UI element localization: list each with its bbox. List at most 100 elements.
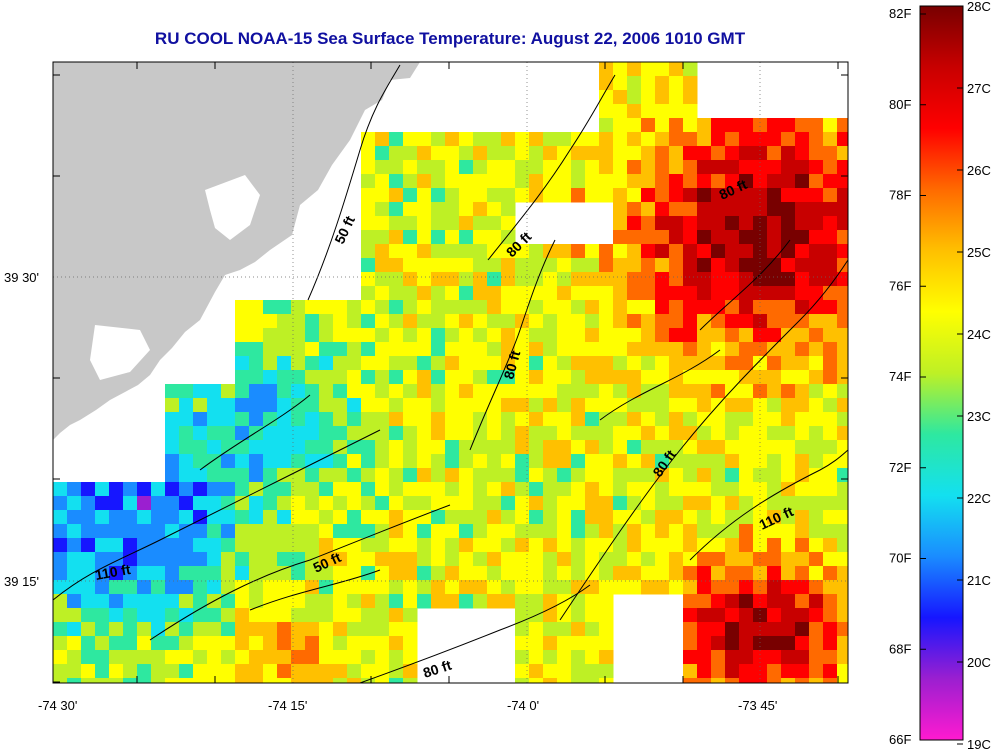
sst-cell [571, 160, 586, 175]
sst-cell [417, 370, 432, 385]
sst-cell [445, 580, 460, 595]
sst-cell [627, 258, 642, 273]
sst-cell [501, 160, 516, 175]
sst-cell [641, 524, 656, 539]
sst-cell [837, 398, 848, 413]
sst-cell [823, 664, 838, 679]
sst-cell [501, 132, 516, 147]
sst-cell [487, 524, 502, 539]
sst-cell [627, 468, 642, 483]
sst-cell [753, 650, 768, 665]
sst-cell [221, 678, 236, 683]
sst-cell [417, 300, 432, 315]
sst-cell [627, 300, 642, 315]
sst-cell [543, 384, 558, 399]
sst-cell [795, 230, 810, 245]
sst-cell [473, 328, 488, 343]
sst-cell [809, 678, 824, 683]
sst-cell [375, 426, 390, 441]
sst-cell [683, 664, 698, 679]
sst-cell [641, 202, 656, 217]
sst-cell [179, 538, 194, 553]
sst-cell [613, 244, 628, 259]
sst-cell [795, 454, 810, 469]
sst-cell [739, 594, 754, 609]
sst-cell [361, 272, 376, 287]
sst-cell [543, 426, 558, 441]
sst-cell [179, 454, 194, 469]
sst-cell [655, 356, 670, 371]
sst-cell [361, 496, 376, 511]
sst-cell [459, 188, 474, 203]
sst-cell [263, 594, 278, 609]
sst-cell [655, 272, 670, 287]
sst-cell [305, 482, 320, 497]
sst-cell [823, 538, 838, 553]
sst-cell [711, 664, 726, 679]
sst-cell [557, 398, 572, 413]
sst-cell [249, 552, 264, 567]
sst-cell [389, 342, 404, 357]
sst-cell [837, 468, 848, 483]
sst-cell [501, 468, 516, 483]
sst-cell [739, 160, 754, 175]
sst-cell [837, 664, 848, 679]
sst-cell [375, 230, 390, 245]
sst-cell [375, 342, 390, 357]
sst-cell [109, 594, 124, 609]
sst-cell [347, 552, 362, 567]
sst-cell [347, 468, 362, 483]
sst-cell [585, 146, 600, 161]
sst-cell [599, 412, 614, 427]
sst-cell [767, 552, 782, 567]
sst-cell [767, 622, 782, 637]
sst-cell [697, 552, 712, 567]
sst-cell [571, 552, 586, 567]
sst-cell [739, 566, 754, 581]
sst-cell [697, 440, 712, 455]
sst-cell [585, 314, 600, 329]
sst-cell [599, 104, 614, 119]
sst-cell [613, 398, 628, 413]
sst-cell [529, 160, 544, 175]
sst-cell [599, 62, 614, 77]
sst-cell [319, 664, 334, 679]
sst-cell [627, 566, 642, 581]
sst-cell [557, 622, 572, 637]
sst-cell [487, 468, 502, 483]
sst-cell [585, 608, 600, 623]
sst-cell [207, 524, 222, 539]
sst-cell [781, 426, 796, 441]
sst-cell [599, 468, 614, 483]
sst-cell [165, 622, 180, 637]
sst-cell [515, 524, 530, 539]
sst-cell [571, 356, 586, 371]
sst-cell [543, 650, 558, 665]
sst-cell [781, 608, 796, 623]
sst-cell [417, 412, 432, 427]
sst-cell [375, 272, 390, 287]
sst-cell [319, 426, 334, 441]
sst-cell [417, 594, 432, 609]
sst-cell [431, 314, 446, 329]
sst-cell [165, 412, 180, 427]
sst-cell [179, 468, 194, 483]
sst-cell [221, 412, 236, 427]
sst-cell [487, 314, 502, 329]
sst-cell [599, 524, 614, 539]
sst-cell [599, 454, 614, 469]
sst-cell [375, 510, 390, 525]
sst-cell [781, 622, 796, 637]
sst-cell [81, 594, 96, 609]
sst-cell [347, 524, 362, 539]
sst-cell [711, 370, 726, 385]
sst-cell [837, 286, 848, 301]
sst-cell [459, 300, 474, 315]
sst-cell [627, 398, 642, 413]
sst-cell [53, 650, 68, 665]
sst-cell [375, 384, 390, 399]
sst-cell [403, 566, 418, 581]
sst-cell [137, 566, 152, 581]
sst-cell [277, 608, 292, 623]
sst-cell [725, 664, 740, 679]
